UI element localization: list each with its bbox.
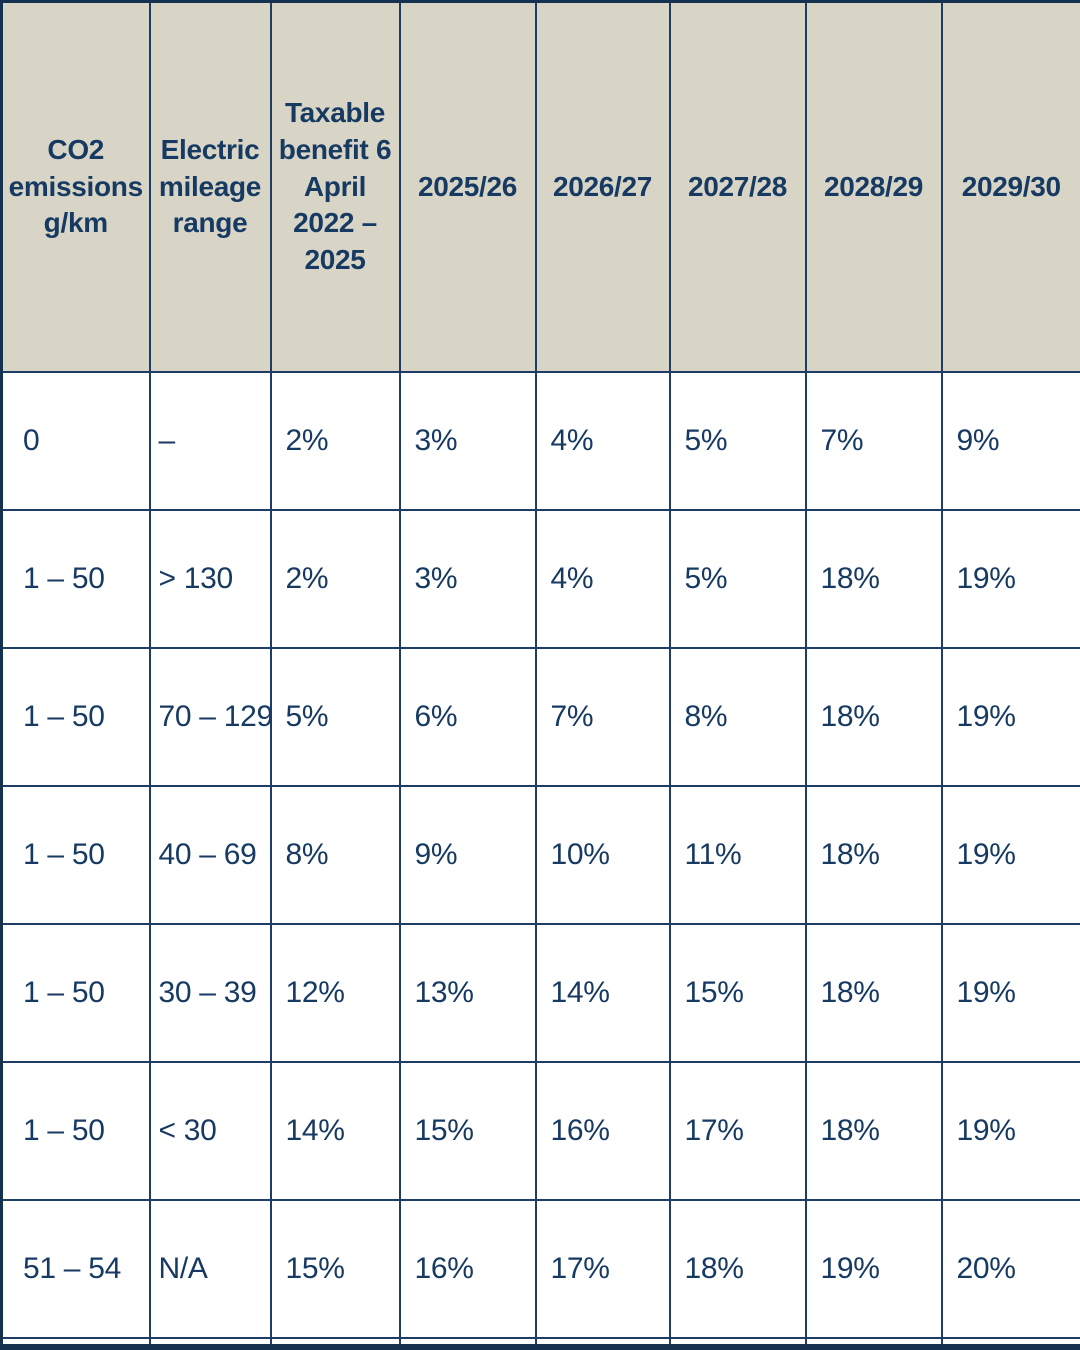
table-cell: 4% bbox=[534, 371, 671, 511]
table-cell: 19% bbox=[940, 509, 1080, 649]
table-cell: 8% bbox=[668, 647, 807, 787]
table-cell: N/A bbox=[148, 1199, 272, 1339]
column-header-3: 2025/26 bbox=[398, 0, 537, 373]
column-header-0: CO2 emissions g/km bbox=[0, 0, 151, 373]
table-cell: 19% bbox=[940, 923, 1080, 1063]
column-header-4: 2026/27 bbox=[534, 0, 671, 373]
table-cell: 18% bbox=[804, 785, 943, 925]
column-header-1: Electric mileage range bbox=[148, 0, 272, 373]
table-row: 51 – 54 N/A 15% 16% 17% 18% 19% 20% bbox=[0, 1199, 1080, 1339]
table-cell: 51 – 54 bbox=[0, 1199, 151, 1339]
table-cell: 17% bbox=[534, 1199, 671, 1339]
column-header-7: 2029/30 bbox=[940, 0, 1080, 373]
table-cell: 7% bbox=[534, 647, 671, 787]
table-cell: 1 – 50 bbox=[0, 785, 151, 925]
table-cell: 5% bbox=[668, 371, 807, 511]
table-header-row: CO2 emissions g/km Electric mileage range… bbox=[0, 0, 1080, 373]
table-cell: 19% bbox=[940, 1061, 1080, 1201]
table-cell: 3% bbox=[398, 371, 537, 511]
table-cell: > 130 bbox=[148, 509, 272, 649]
column-header-5: 2027/28 bbox=[668, 0, 807, 373]
table-cell: 15% bbox=[269, 1199, 401, 1339]
table-cell: 30 – 39 bbox=[148, 923, 272, 1063]
column-header-6: 2028/29 bbox=[804, 0, 943, 373]
table-row: 0–2% 3% 4% 5% 7% 9% bbox=[0, 371, 1080, 511]
table-cell: 19% bbox=[940, 785, 1080, 925]
table-bottom-edge bbox=[0, 1344, 1080, 1350]
table-cell: – bbox=[148, 371, 272, 511]
table-cell: 1 – 50 bbox=[0, 923, 151, 1063]
table-cell: 14% bbox=[269, 1061, 401, 1201]
table-cell: 5% bbox=[269, 647, 401, 787]
table-cell: 13% bbox=[398, 923, 537, 1063]
table-cell: 11% bbox=[668, 785, 807, 925]
table-cell: 70 – 129 bbox=[148, 647, 272, 787]
table-cell: 14% bbox=[534, 923, 671, 1063]
table-cell: 2% bbox=[269, 371, 401, 511]
table-row: 1 – 50 70 – 129 5% 6% 7% 8% 18% 19% bbox=[0, 647, 1080, 787]
table-cell: 20% bbox=[940, 1199, 1080, 1339]
column-header-2: Taxable benefit 6 April 2022 – 2025 bbox=[269, 0, 401, 373]
table-cell: 8% bbox=[269, 785, 401, 925]
table-cell: 18% bbox=[668, 1199, 807, 1339]
table-cell: 19% bbox=[940, 647, 1080, 787]
table-cell: 6% bbox=[398, 647, 537, 787]
table-cell: 9% bbox=[398, 785, 537, 925]
table-cell: 16% bbox=[398, 1199, 537, 1339]
table-cell: 2% bbox=[269, 509, 401, 649]
table-cell: 10% bbox=[534, 785, 671, 925]
table-cell: 0 bbox=[0, 371, 151, 511]
table-cell: 7% bbox=[804, 371, 943, 511]
table-cell: 17% bbox=[668, 1061, 807, 1201]
table-cell: 4% bbox=[534, 509, 671, 649]
table-cell: 1 – 50 bbox=[0, 509, 151, 649]
table-cell: 18% bbox=[804, 923, 943, 1063]
table-cell: 19% bbox=[804, 1199, 943, 1339]
table-cell: 9% bbox=[940, 371, 1080, 511]
table-cell: 15% bbox=[668, 923, 807, 1063]
table-cell: 15% bbox=[398, 1061, 537, 1201]
table-cell: 18% bbox=[804, 1061, 943, 1201]
table-row: 1 – 50 < 30 14% 15% 16% 17% 18% 19% bbox=[0, 1061, 1080, 1201]
table-row: 1 – 50 40 – 69 8% 9% 10% 11% 18% 19% bbox=[0, 785, 1080, 925]
table-row: 1 – 50 > 130 2% 3% 4% 5% 18% 19% bbox=[0, 509, 1080, 649]
table-cell: 1 – 50 bbox=[0, 1061, 151, 1201]
table-cell: 18% bbox=[804, 509, 943, 649]
table-cell: 3% bbox=[398, 509, 537, 649]
table-cell: 40 – 69 bbox=[148, 785, 272, 925]
table-cell: 1 – 50 bbox=[0, 647, 151, 787]
table-cell: 5% bbox=[668, 509, 807, 649]
table-cell: 16% bbox=[534, 1061, 671, 1201]
table-cell: < 30 bbox=[148, 1061, 272, 1201]
table-cell: 18% bbox=[804, 647, 943, 787]
table-row: 1 – 50 30 – 39 12% 13% 14% 15% 18% 19% bbox=[0, 923, 1080, 1063]
table-cell: 12% bbox=[269, 923, 401, 1063]
